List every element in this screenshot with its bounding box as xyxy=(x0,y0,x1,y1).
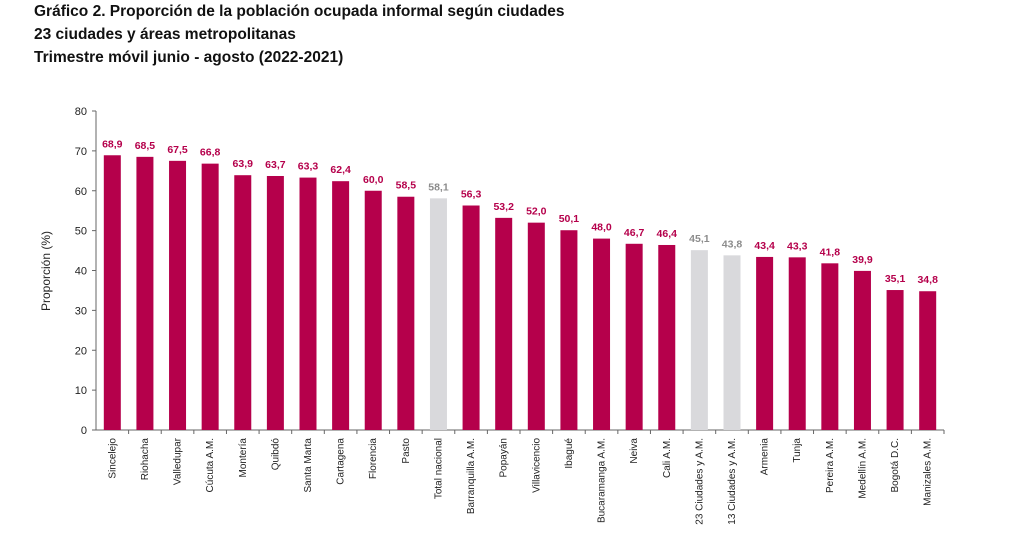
data-label: 60,0 xyxy=(363,174,384,186)
bar xyxy=(299,177,317,430)
category-label: Bogotá D.C. xyxy=(890,438,901,492)
category-label: Barranquilla A.M. xyxy=(466,438,477,514)
data-label: 45,1 xyxy=(689,233,710,245)
bar xyxy=(723,255,741,430)
bar xyxy=(332,181,350,430)
category-label: Pereira A.M. xyxy=(825,438,836,493)
chart-title-block: Gráfico 2. Proporción de la población oc… xyxy=(34,0,565,69)
bar xyxy=(658,244,676,430)
y-tick-label: 0 xyxy=(81,425,87,437)
data-label: 53,2 xyxy=(493,201,514,213)
bar xyxy=(136,156,154,430)
category-label: Tunja xyxy=(792,438,803,463)
bar xyxy=(266,175,284,430)
y-tick-label: 30 xyxy=(75,305,87,317)
category-label: Medellín A.M. xyxy=(857,438,868,499)
bar xyxy=(560,230,578,430)
data-label: 58,5 xyxy=(396,180,417,192)
category-label: 23 Ciudades y A.M. xyxy=(694,438,705,525)
category-label: Sincelejo xyxy=(107,438,118,479)
data-labels: 68,9 68,5 67,5 66,8 63,9 63,7 63,3 62,4 60,0 58,5… xyxy=(102,138,938,286)
bar xyxy=(919,291,937,430)
data-label: 52,0 xyxy=(526,206,547,218)
category-label: Cúcuta A.M. xyxy=(205,438,216,492)
data-label: 50,1 xyxy=(559,213,580,225)
bar xyxy=(462,205,480,430)
data-label: 63,3 xyxy=(298,161,319,173)
bar xyxy=(690,250,708,430)
bar xyxy=(853,270,871,430)
bar xyxy=(527,222,545,430)
category-label: Villavicencio xyxy=(531,438,542,493)
bar xyxy=(756,256,774,430)
data-label: 43,8 xyxy=(722,238,743,250)
y-tick-label: 60 xyxy=(75,186,87,198)
category-label: Pasto xyxy=(401,438,412,464)
category-label: Riohacha xyxy=(140,438,151,481)
data-label: 68,5 xyxy=(135,140,156,152)
category-label: Armenia xyxy=(760,438,771,476)
chart-period: Trimestre móvil junio - agosto (2022-202… xyxy=(34,49,344,66)
category-label: Bucaramanga A.M. xyxy=(597,438,608,523)
category-label: Neiva xyxy=(629,438,640,464)
data-label: 34,8 xyxy=(917,274,938,286)
bar xyxy=(169,160,187,430)
data-label: 62,4 xyxy=(330,164,351,176)
category-label: Popayán xyxy=(499,438,510,477)
data-label: 46,4 xyxy=(657,228,678,240)
data-label: 43,3 xyxy=(787,240,808,252)
bar xyxy=(495,217,513,430)
category-label: Cali A.M. xyxy=(662,438,673,478)
data-label: 63,7 xyxy=(265,159,286,171)
y-tick-label: 70 xyxy=(75,146,87,158)
data-label: 68,9 xyxy=(102,138,123,150)
category-label: Santa Marta xyxy=(303,438,314,493)
data-label: 39,9 xyxy=(852,254,873,266)
bar xyxy=(234,175,252,430)
category-label: Ibagué xyxy=(564,438,575,469)
bar xyxy=(397,196,415,430)
category-label: Florencia xyxy=(368,438,379,480)
y-tick-label: 10 xyxy=(75,385,87,397)
bar xyxy=(788,257,806,430)
category-label: Quibdó xyxy=(270,438,281,471)
category-label: Cartagena xyxy=(336,438,347,485)
data-label: 63,9 xyxy=(233,158,254,170)
data-label: 35,1 xyxy=(885,273,906,285)
bar-series xyxy=(103,155,937,431)
data-label: 46,7 xyxy=(624,227,645,239)
data-label: 48,0 xyxy=(591,222,612,234)
bar xyxy=(201,163,219,430)
chart-subtitle: 23 ciudades y áreas metropolitanas xyxy=(34,26,296,43)
category-label: Manizales A.M. xyxy=(923,438,934,506)
bar xyxy=(886,290,904,430)
chart-title: Gráfico 2. Proporción de la población oc… xyxy=(34,3,565,20)
bar xyxy=(593,238,611,430)
category-label: Montería xyxy=(238,438,249,478)
data-label: 41,8 xyxy=(820,246,841,258)
data-label: 56,3 xyxy=(461,189,482,201)
category-labels: Sincelejo Riohacha Valledupar Cúcuta A.M. Mo… xyxy=(107,437,933,524)
y-axis-label: Proporción (%) xyxy=(39,231,53,311)
bar xyxy=(364,190,382,430)
y-tick-label: 80 xyxy=(75,106,87,118)
y-tick-label: 40 xyxy=(75,266,87,278)
bar xyxy=(625,243,643,430)
data-label: 66,8 xyxy=(200,147,221,159)
data-label: 58,1 xyxy=(428,181,449,193)
bar xyxy=(103,155,121,431)
y-tick-label: 50 xyxy=(75,226,87,238)
data-label: 67,5 xyxy=(167,144,188,156)
category-label: Valledupar xyxy=(173,437,184,485)
bar xyxy=(821,263,839,430)
category-label: 13 Ciudades y A.M. xyxy=(727,438,738,525)
category-label: Total nacional xyxy=(433,438,444,499)
y-tick-label: 20 xyxy=(75,345,87,357)
data-label: 43,4 xyxy=(754,240,775,252)
bar xyxy=(429,198,447,430)
